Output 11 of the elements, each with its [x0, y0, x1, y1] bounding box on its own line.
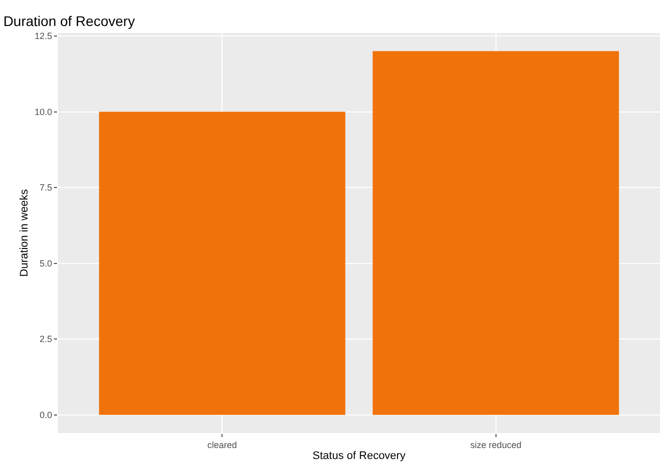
y-tick-label: 0.0 [40, 410, 52, 420]
y-tick-label: 5.0 [40, 258, 52, 268]
chart-title: Duration of Recovery [3, 13, 135, 30]
x-tick-label: cleared [207, 440, 237, 450]
x-axis-title: Status of Recovery [312, 450, 406, 462]
y-tick-label: 2.5 [40, 334, 52, 344]
y-tick-label: 10.0 [34, 106, 52, 117]
y-axis-title: Duration in weeks [18, 188, 30, 277]
y-tick-label: 7.5 [40, 182, 52, 193]
y-tick-label: 12.5 [34, 31, 52, 42]
x-tick-label: size reduced [470, 440, 522, 450]
